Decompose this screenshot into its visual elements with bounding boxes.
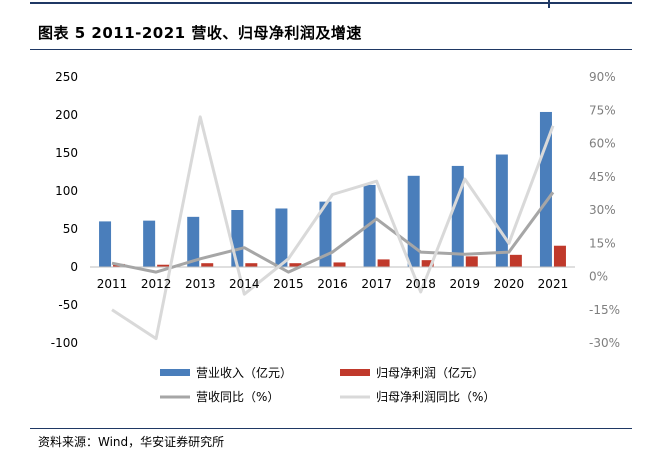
net-profit-bar [157, 264, 170, 267]
category-labels: 2011 2012 2013 2014 2015 2016 2017 2018 2019 2020… [97, 277, 568, 291]
category-label: 2019 [449, 277, 480, 291]
right-axis-tick-label: 90% [589, 70, 616, 84]
category-label: 2016 [317, 277, 348, 291]
line-series [111, 115, 555, 341]
net-profit-bar [201, 263, 214, 267]
category-label: 2011 [97, 277, 128, 291]
legend-label: 营收同比（%） [196, 390, 279, 404]
net-profit-bar [421, 260, 434, 267]
revenue-bar [143, 220, 156, 267]
revenue-bar [495, 154, 508, 267]
right-axis-ticks: 90% 75% 60% 45% 30% 15% 0% -15% -30% [589, 70, 620, 350]
right-axis-tick-label: -30% [589, 336, 620, 350]
right-axis-tick-label: 75% [589, 103, 616, 117]
legend: 营业收入（亿元） 归母净利润（亿元） 营收同比（%） 归母净利润同比（%） [160, 365, 495, 404]
revenue-bar [319, 201, 332, 267]
chart-title: 图表 5 2011-2021 营收、归母净利润及增速 [38, 24, 362, 42]
left-axis-tick-label: 100 [55, 184, 78, 198]
category-label: 2018 [405, 277, 436, 291]
legend-label: 归母净利润（亿元） [376, 365, 484, 380]
net-profit-yoy-line [111, 115, 555, 341]
source-note: 资料来源：Wind，华安证券研究所 [38, 435, 225, 449]
legend-swatch [340, 369, 370, 376]
revenue-bar [99, 221, 112, 267]
left-axis-tick-label: 0 [70, 260, 78, 274]
net-profit-bar [333, 262, 346, 267]
right-axis-tick-label: 45% [589, 170, 616, 184]
category-label: 2013 [185, 277, 216, 291]
legend-label: 营业收入（亿元） [196, 365, 292, 380]
legend-label: 归母净利润同比（%） [376, 390, 495, 404]
right-axis-tick-label: -15% [589, 303, 620, 317]
net-profit-bar [465, 256, 478, 267]
category-label: 2017 [361, 277, 392, 291]
net-profit-bar [377, 259, 390, 267]
right-axis-tick-label: 30% [589, 203, 616, 217]
category-label: 2014 [229, 277, 260, 291]
revenue-bar [451, 165, 464, 267]
revenue-bar [187, 216, 200, 267]
left-axis-tick-label: 50 [63, 222, 78, 236]
revenue-bar [231, 210, 244, 267]
left-axis-ticks: 250 200 150 100 50 0 -50 -100 [51, 70, 78, 350]
right-axis-tick-label: 15% [589, 236, 616, 250]
revenue-bar [275, 208, 288, 267]
net-profit-bar [289, 263, 302, 267]
title-rule [30, 49, 632, 50]
revenue-bar [407, 175, 420, 267]
left-axis-tick-label: 150 [55, 146, 78, 160]
category-label: 2015 [273, 277, 304, 291]
left-axis-tick-label: 200 [55, 108, 78, 122]
net-profit-bar [509, 254, 522, 267]
right-axis-tick-label: 60% [589, 137, 616, 151]
category-label: 2021 [538, 277, 569, 291]
left-axis-tick-label: -100 [51, 336, 78, 350]
top-rule [30, 2, 632, 4]
category-label: 2012 [141, 277, 172, 291]
revenue-yoy-line [111, 191, 555, 274]
right-axis-tick-label: 0% [589, 270, 608, 284]
left-axis-tick-label: -50 [58, 298, 78, 312]
category-label: 2020 [494, 277, 525, 291]
net-profit-bar [245, 263, 258, 267]
net-profit-bar [553, 245, 566, 267]
legend-swatch [160, 369, 190, 376]
top-mark [548, 0, 550, 8]
bar-series [99, 111, 566, 268]
left-axis-tick-label: 250 [55, 70, 78, 84]
source-rule [30, 428, 632, 429]
